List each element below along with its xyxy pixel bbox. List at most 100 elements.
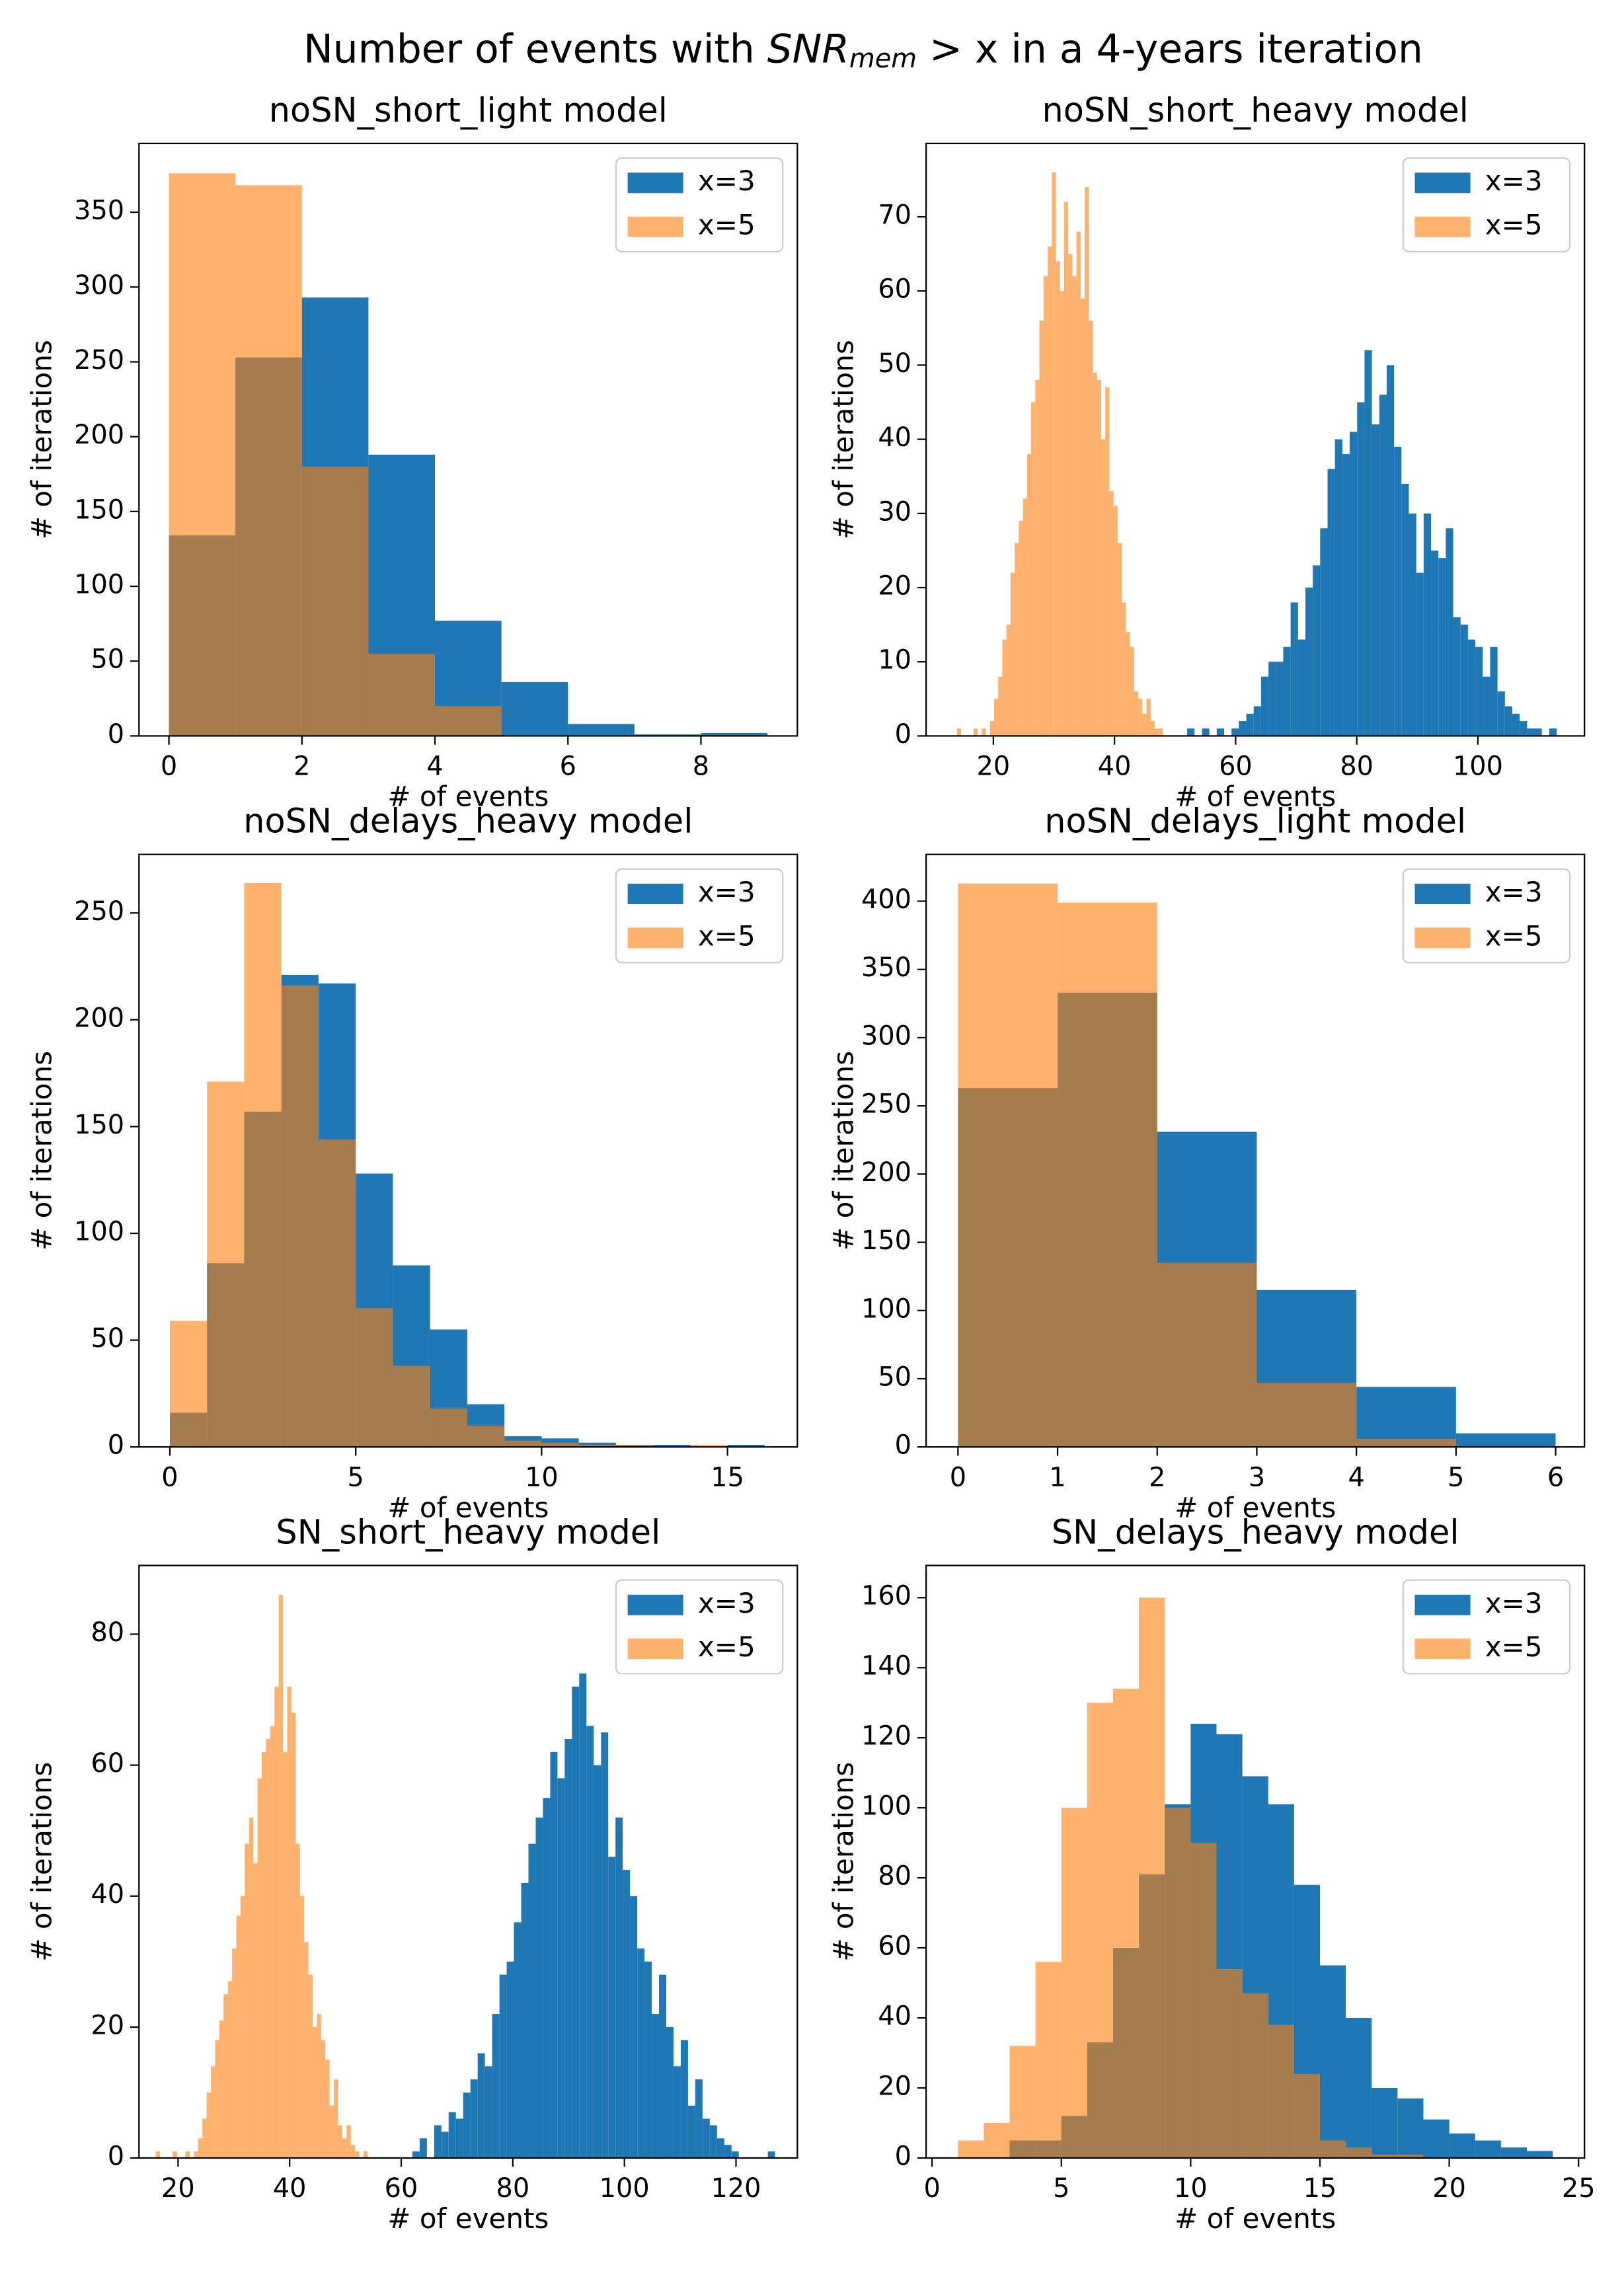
x-tick-label: 60: [385, 2173, 418, 2204]
subplot: 0 5 10 15 20 25 0 20 40 60 80 100 120 140 160 SN_delays…: [827, 1513, 1595, 2235]
subplot-title: SN_short_heavy model: [276, 1513, 660, 1552]
y-tick-label: 200: [74, 420, 124, 450]
y-tick-label: 60: [91, 1748, 124, 1779]
histogram-bar: [334, 2079, 338, 2158]
y-tick-label: 120: [861, 1721, 911, 1752]
histogram-bar: [253, 1863, 258, 2158]
histogram-bar: [1047, 246, 1052, 736]
x-tick-label: 40: [273, 2173, 307, 2204]
y-tick-label: 160: [861, 1581, 911, 1611]
histogram-bar: [169, 173, 236, 736]
histogram-bar: [1446, 528, 1453, 736]
histogram-bar: [1142, 713, 1147, 736]
histogram-bar: [363, 2151, 368, 2158]
histogram-bar: [504, 1440, 542, 1447]
x-tick-label: 0: [161, 751, 177, 782]
histogram-bar: [1268, 662, 1276, 736]
histogram-bar: [1449, 2133, 1475, 2158]
y-tick-label: 30: [878, 496, 911, 527]
axes-frame: [925, 853, 1586, 1448]
histogram-bar: [1283, 646, 1291, 736]
x-tick-label: 6: [560, 751, 576, 782]
histogram-bar: [281, 985, 319, 1447]
histogram-bar: [982, 728, 986, 736]
y-axis-label: # of iterations: [827, 340, 859, 539]
histogram-bar: [1356, 1438, 1456, 1447]
subplot-title: noSN_short_light model: [269, 91, 668, 130]
histogram-bar: [1085, 187, 1089, 736]
x-tick-label: 1: [1049, 1462, 1065, 1492]
x-tick-label: 100: [1453, 751, 1503, 782]
x-tick-label: 100: [599, 2173, 650, 2204]
histogram-bar: [653, 1444, 691, 1447]
y-axis-label: # of iterations: [25, 1051, 58, 1251]
histogram-bar: [958, 883, 1058, 1447]
histogram-bar: [680, 2040, 688, 2158]
histogram-bar: [652, 2014, 660, 2158]
legend-swatch: [1414, 884, 1471, 904]
histogram-bar: [1356, 1387, 1456, 1447]
histogram-bar: [557, 1778, 565, 2158]
histogram-bar: [240, 1896, 245, 2158]
histogram-bar: [506, 1961, 514, 2158]
histogram-bar: [1500, 2147, 1527, 2158]
histogram-bar: [219, 2020, 224, 2158]
legend-swatch: [627, 173, 683, 194]
histogram-bar: [470, 2079, 478, 2158]
histogram-bar: [245, 1843, 249, 2158]
histogram-bar: [1246, 713, 1254, 736]
histogram-bar: [1313, 565, 1321, 736]
histogram-bar: [615, 1817, 623, 2158]
histogram-bar: [1056, 261, 1060, 736]
histogram-bar: [202, 2118, 207, 2158]
legend-swatch: [1414, 927, 1471, 948]
subplot: 20 40 60 80 100 0 10 20 30 40 50 60 70 noSN_short_hea…: [827, 91, 1586, 813]
legend-swatch: [627, 884, 683, 904]
histogram-bar: [350, 2145, 356, 2158]
subplot-title: SN_delays_heavy model: [1052, 1513, 1459, 1552]
y-tick-label: 150: [74, 1110, 124, 1140]
legend-label: x=5: [1485, 1631, 1543, 1663]
axes-frame: [138, 142, 798, 737]
legend-swatch: [627, 927, 683, 948]
histogram-bar: [1031, 402, 1036, 736]
x-axis-label: # of events: [387, 781, 549, 813]
histogram-bar: [1320, 2140, 1346, 2158]
histogram-bar: [227, 1981, 233, 2158]
histogram-bar: [989, 721, 994, 736]
y-tick-label: 100: [74, 1217, 124, 1247]
histogram-bar: [702, 2118, 710, 2158]
histogram-bar: [173, 2151, 177, 2158]
histogram-bar: [1072, 276, 1077, 736]
histogram-bar: [463, 2092, 471, 2158]
legend-swatch: [627, 1638, 683, 1660]
histogram-bar: [301, 466, 369, 736]
histogram-bar: [1549, 728, 1557, 736]
histogram-bar: [568, 724, 635, 736]
histogram-bar: [283, 1752, 288, 2158]
histogram-bar: [232, 1948, 237, 2158]
histogram-bar: [1467, 639, 1476, 736]
histogram-bar: [467, 1425, 505, 1447]
histogram-bar: [1035, 379, 1040, 736]
histogram-bar: [690, 1444, 728, 1447]
histogram-bar: [211, 2066, 215, 2158]
histogram-bar: [484, 2066, 492, 2158]
histogram-bar: [1126, 632, 1130, 736]
histogram-bar: [155, 2151, 161, 2158]
histogram-bar: [727, 1444, 765, 1447]
histogram-bar: [528, 1843, 536, 2158]
histogram-bar: [435, 706, 502, 736]
y-tick-label: 60: [878, 274, 911, 305]
histogram-bar: [1394, 446, 1402, 736]
histogram-bar: [1297, 639, 1305, 736]
histogram-bar: [1364, 350, 1372, 736]
histogram-bar: [1397, 2098, 1424, 2158]
histogram-bar: [637, 1948, 645, 2158]
histogram-bar: [1052, 172, 1056, 736]
histogram-bar: [1294, 2073, 1321, 2158]
histogram-bar: [1475, 646, 1483, 736]
histogram-bar: [1455, 1433, 1556, 1447]
histogram-bar: [541, 1442, 579, 1447]
legend-label: x=5: [698, 209, 755, 241]
